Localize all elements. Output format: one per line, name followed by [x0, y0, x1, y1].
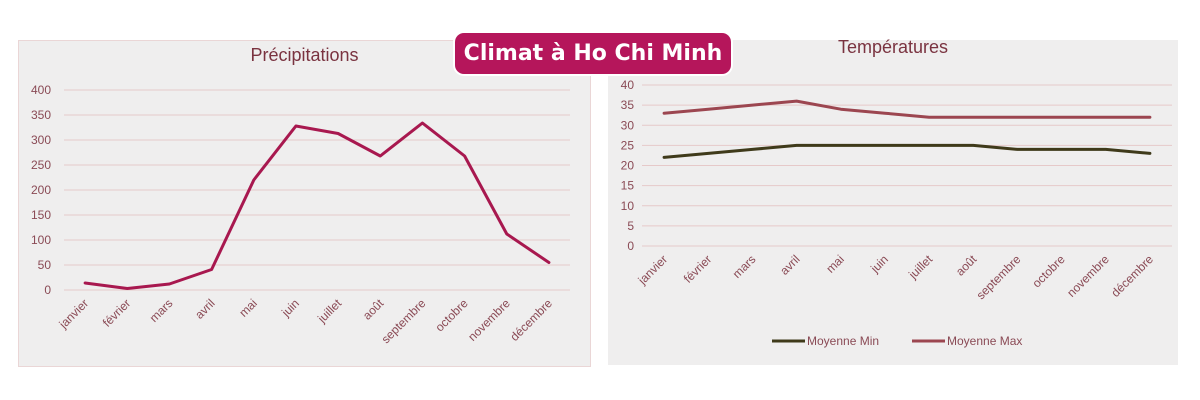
- temperature-chart-title: Températures: [837, 37, 949, 57]
- temperature-chart-svg: 0 5 10 15 20 25 30 35 40 janvier février mars avril m…: [621, 78, 1172, 348]
- y-tick-label: 0: [627, 239, 634, 253]
- x-tick-label: mars: [147, 296, 176, 325]
- precipitation-chart-title: Précipitations: [250, 45, 359, 65]
- x-tick-label: décembre: [507, 296, 555, 344]
- x-tick-label: août: [953, 252, 980, 279]
- legend-label-min: Moyenne Min: [807, 334, 879, 348]
- y-tick-label: 40: [621, 78, 635, 92]
- x-tick-label: juin: [867, 252, 891, 276]
- y-tick-label: 35: [621, 98, 635, 112]
- x-tick-label: janvier: [635, 252, 671, 288]
- series-line-moyenne-min: [662, 143, 1152, 159]
- y-tick-label: 250: [31, 158, 51, 172]
- x-tick-label: février: [100, 296, 133, 329]
- y-tick-label: 350: [31, 108, 51, 122]
- y-tick-label: 10: [621, 199, 635, 213]
- x-tick-label: novembre: [465, 296, 513, 344]
- y-tick-label: 25: [621, 138, 635, 152]
- x-tick-label: avril: [777, 252, 802, 277]
- y-tick-label: 400: [31, 83, 51, 97]
- precipitation-chart-svg: 0 50 100 150 200 250 300 350 400 janvier février ma…: [31, 83, 570, 346]
- x-tick-label: juillet: [314, 296, 344, 326]
- x-tick-label: septembre: [974, 252, 1024, 302]
- x-tick-label: juillet: [905, 252, 935, 282]
- y-tick-label: 20: [621, 159, 635, 173]
- x-tick-label: février: [681, 252, 714, 285]
- y-tick-label: 300: [31, 133, 51, 147]
- x-tick-label: juin: [278, 296, 302, 320]
- y-tick-label: 50: [38, 258, 52, 272]
- y-tick-label: 30: [621, 118, 635, 132]
- y-tick-label: 100: [31, 233, 51, 247]
- x-tick-label: août: [360, 296, 387, 323]
- x-tick-label: mai: [236, 296, 260, 320]
- x-tick-label: mars: [730, 252, 759, 281]
- x-tick-label: mai: [823, 252, 847, 276]
- legend-label-max: Moyenne Max: [947, 334, 1022, 348]
- y-tick-label: 150: [31, 208, 51, 222]
- x-tick-label: avril: [192, 296, 217, 321]
- x-tick-label: janvier: [56, 296, 92, 332]
- temperature-chart-panel: Températures 0 5 10 15 20 25 30 35 40 janvier févr…: [608, 37, 1178, 365]
- y-tick-label: 200: [31, 183, 51, 197]
- series-line-precipitations: [83, 121, 551, 290]
- y-tick-label: 5: [627, 219, 634, 233]
- x-tick-label: décembre: [1108, 252, 1156, 300]
- x-tick-label: octobre: [1029, 252, 1067, 290]
- x-tick-label: octobre: [432, 296, 470, 334]
- x-tick-label: novembre: [1064, 252, 1112, 300]
- series-line-moyenne-max: [662, 99, 1152, 119]
- y-tick-label: 0: [44, 283, 51, 297]
- y-tick-label: 15: [621, 179, 635, 193]
- x-tick-label: septembre: [379, 296, 429, 346]
- climate-banner-title: Climat à Ho Chi Minh: [455, 33, 731, 74]
- precipitation-chart-panel: Précipitations 0 50 100 150 200 250 300 350 400 j…: [18, 40, 591, 367]
